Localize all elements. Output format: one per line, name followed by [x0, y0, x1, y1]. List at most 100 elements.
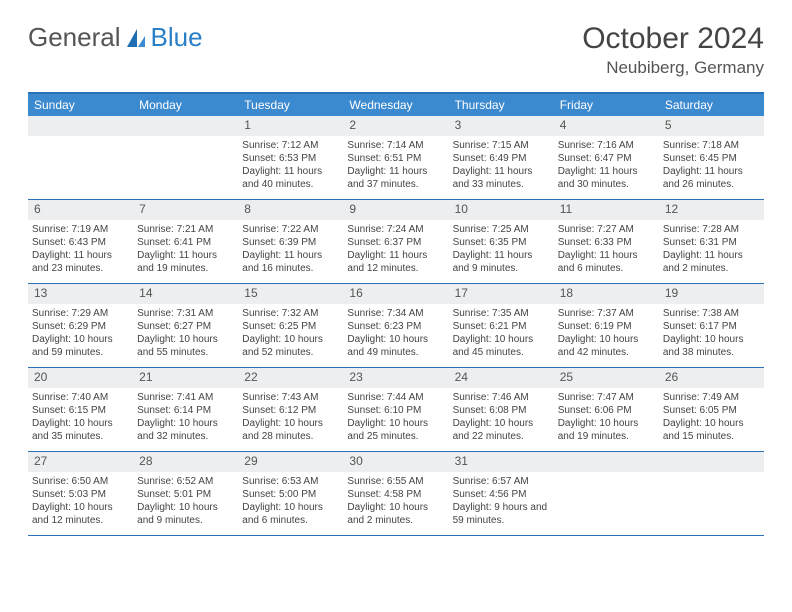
daylight-line: Daylight: 10 hours and 32 minutes.: [137, 417, 234, 443]
day-cell: 2Sunrise: 7:14 AMSunset: 6:51 PMDaylight…: [343, 116, 448, 199]
day-cell: 12Sunrise: 7:28 AMSunset: 6:31 PMDayligh…: [659, 200, 764, 283]
sunrise-line: Sunrise: 7:34 AM: [347, 307, 444, 320]
sunset-line: Sunset: 6:39 PM: [242, 236, 339, 249]
sunrise-line: Sunrise: 7:12 AM: [242, 139, 339, 152]
dow-cell: Sunday: [28, 94, 133, 116]
daylight-line: Daylight: 11 hours and 2 minutes.: [663, 249, 760, 275]
daylight-line: Daylight: 10 hours and 28 minutes.: [242, 417, 339, 443]
daylight-line: Daylight: 11 hours and 23 minutes.: [32, 249, 129, 275]
sunset-line: Sunset: 6:49 PM: [453, 152, 550, 165]
day-number: 9: [343, 200, 448, 220]
day-number: 18: [554, 284, 659, 304]
day-number: 27: [28, 452, 133, 472]
daylight-line: Daylight: 10 hours and 25 minutes.: [347, 417, 444, 443]
daylight-line: Daylight: 10 hours and 15 minutes.: [663, 417, 760, 443]
day-cell: 26Sunrise: 7:49 AMSunset: 6:05 PMDayligh…: [659, 368, 764, 451]
day-cell: 5Sunrise: 7:18 AMSunset: 6:45 PMDaylight…: [659, 116, 764, 199]
sunset-line: Sunset: 6:33 PM: [558, 236, 655, 249]
day-cell: 25Sunrise: 7:47 AMSunset: 6:06 PMDayligh…: [554, 368, 659, 451]
sunrise-line: Sunrise: 7:44 AM: [347, 391, 444, 404]
sunrise-line: Sunrise: 6:52 AM: [137, 475, 234, 488]
sunrise-line: Sunrise: 7:32 AM: [242, 307, 339, 320]
daylight-line: Daylight: 10 hours and 59 minutes.: [32, 333, 129, 359]
sunset-line: Sunset: 5:01 PM: [137, 488, 234, 501]
sunset-line: Sunset: 6:25 PM: [242, 320, 339, 333]
sunset-line: Sunset: 6:21 PM: [453, 320, 550, 333]
day-cell: 30Sunrise: 6:55 AMSunset: 4:58 PMDayligh…: [343, 452, 448, 535]
sunset-line: Sunset: 6:45 PM: [663, 152, 760, 165]
day-cell: [659, 452, 764, 535]
daylight-line: Daylight: 11 hours and 6 minutes.: [558, 249, 655, 275]
week-row: 13Sunrise: 7:29 AMSunset: 6:29 PMDayligh…: [28, 284, 764, 368]
sunrise-line: Sunrise: 7:46 AM: [453, 391, 550, 404]
day-cell: 7Sunrise: 7:21 AMSunset: 6:41 PMDaylight…: [133, 200, 238, 283]
day-number: 1: [238, 116, 343, 136]
dow-cell: Saturday: [659, 94, 764, 116]
day-cell: 11Sunrise: 7:27 AMSunset: 6:33 PMDayligh…: [554, 200, 659, 283]
day-cell: 23Sunrise: 7:44 AMSunset: 6:10 PMDayligh…: [343, 368, 448, 451]
sunrise-line: Sunrise: 7:41 AM: [137, 391, 234, 404]
day-cell: 8Sunrise: 7:22 AMSunset: 6:39 PMDaylight…: [238, 200, 343, 283]
day-of-week-header: SundayMondayTuesdayWednesdayThursdayFrid…: [28, 94, 764, 116]
day-number: 17: [449, 284, 554, 304]
day-number: 2: [343, 116, 448, 136]
dow-cell: Thursday: [449, 94, 554, 116]
day-number: [28, 116, 133, 136]
day-cell: 20Sunrise: 7:40 AMSunset: 6:15 PMDayligh…: [28, 368, 133, 451]
day-number: [133, 116, 238, 136]
day-number: 29: [238, 452, 343, 472]
sunrise-line: Sunrise: 7:19 AM: [32, 223, 129, 236]
daylight-line: Daylight: 10 hours and 49 minutes.: [347, 333, 444, 359]
day-number: 3: [449, 116, 554, 136]
week-row: 1Sunrise: 7:12 AMSunset: 6:53 PMDaylight…: [28, 116, 764, 200]
sunrise-line: Sunrise: 6:53 AM: [242, 475, 339, 488]
sunset-line: Sunset: 5:03 PM: [32, 488, 129, 501]
daylight-line: Daylight: 11 hours and 9 minutes.: [453, 249, 550, 275]
daylight-line: Daylight: 10 hours and 9 minutes.: [137, 501, 234, 527]
day-number: 8: [238, 200, 343, 220]
day-cell: [28, 116, 133, 199]
day-cell: 28 Sunrise: 6:52 AMSunset: 5:01 PMDayligh…: [133, 452, 238, 535]
daylight-line: Daylight: 10 hours and 42 minutes.: [558, 333, 655, 359]
day-cell: 29Sunrise: 6:53 AMSunset: 5:00 PMDayligh…: [238, 452, 343, 535]
daylight-line: Daylight: 11 hours and 16 minutes.: [242, 249, 339, 275]
sunset-line: Sunset: 6:41 PM: [137, 236, 234, 249]
day-number: 25: [554, 368, 659, 388]
sunset-line: Sunset: 6:27 PM: [137, 320, 234, 333]
sunset-line: Sunset: 6:12 PM: [242, 404, 339, 417]
sunset-line: Sunset: 6:31 PM: [663, 236, 760, 249]
daylight-line: Daylight: 10 hours and 45 minutes.: [453, 333, 550, 359]
sunset-line: Sunset: 6:14 PM: [137, 404, 234, 417]
header: General Blue October 2024 Neubiberg, Ger…: [28, 22, 764, 78]
daylight-line: Daylight: 11 hours and 30 minutes.: [558, 165, 655, 191]
daylight-line: Daylight: 10 hours and 6 minutes.: [242, 501, 339, 527]
daylight-line: Daylight: 11 hours and 40 minutes.: [242, 165, 339, 191]
day-number: 14: [133, 284, 238, 304]
day-cell: 19Sunrise: 7:38 AMSunset: 6:17 PMDayligh…: [659, 284, 764, 367]
day-cell: 22Sunrise: 7:43 AMSunset: 6:12 PMDayligh…: [238, 368, 343, 451]
sunset-line: Sunset: 6:23 PM: [347, 320, 444, 333]
day-number: 28: [133, 452, 238, 472]
sunrise-line: Sunrise: 6:50 AM: [32, 475, 129, 488]
daylight-line: Daylight: 10 hours and 35 minutes.: [32, 417, 129, 443]
day-number: 6: [28, 200, 133, 220]
sunrise-line: Sunrise: 7:21 AM: [137, 223, 234, 236]
sunset-line: Sunset: 6:05 PM: [663, 404, 760, 417]
day-number: 4: [554, 116, 659, 136]
day-cell: 14Sunrise: 7:31 AMSunset: 6:27 PMDayligh…: [133, 284, 238, 367]
daylight-line: Daylight: 10 hours and 55 minutes.: [137, 333, 234, 359]
sail-icon: [125, 27, 147, 49]
location-subtitle: Neubiberg, Germany: [582, 58, 764, 78]
sunrise-line: Sunrise: 7:43 AM: [242, 391, 339, 404]
week-row: 20Sunrise: 7:40 AMSunset: 6:15 PMDayligh…: [28, 368, 764, 452]
sunrise-line: Sunrise: 7:24 AM: [347, 223, 444, 236]
daylight-line: Daylight: 10 hours and 19 minutes.: [558, 417, 655, 443]
sunrise-line: Sunrise: 7:47 AM: [558, 391, 655, 404]
dow-cell: Friday: [554, 94, 659, 116]
sunset-line: Sunset: 6:17 PM: [663, 320, 760, 333]
day-number: 5: [659, 116, 764, 136]
sunset-line: Sunset: 6:08 PM: [453, 404, 550, 417]
brand-word-2: Blue: [151, 22, 203, 53]
sunset-line: Sunset: 6:15 PM: [32, 404, 129, 417]
sunrise-line: Sunrise: 7:28 AM: [663, 223, 760, 236]
